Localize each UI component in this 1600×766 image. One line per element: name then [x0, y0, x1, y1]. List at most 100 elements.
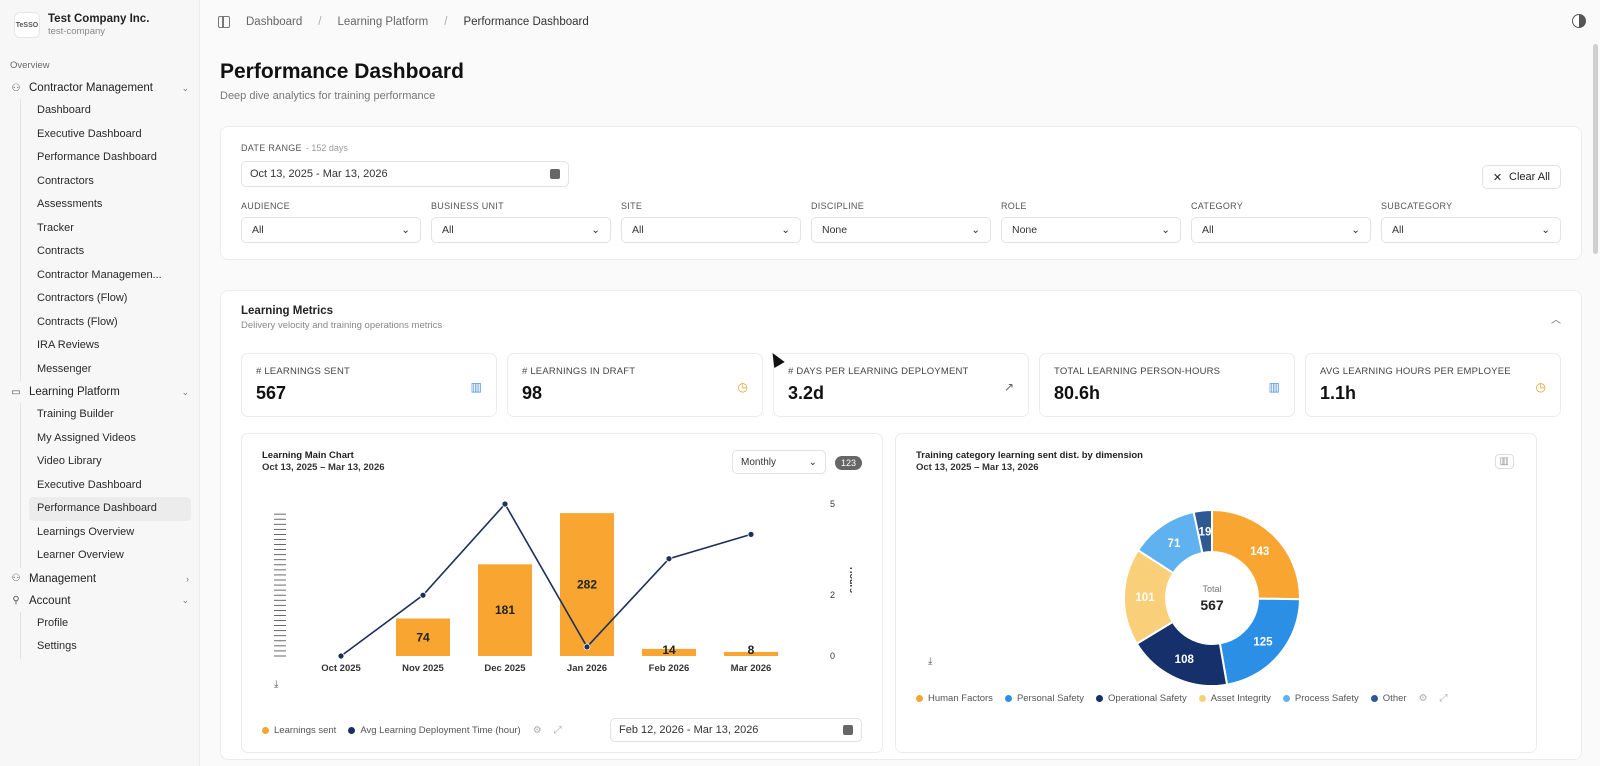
filter-select[interactable]: None ⌄ — [811, 217, 991, 243]
sidebar-item-contracts[interactable]: Contracts — [37, 245, 85, 257]
legend-item[interactable]: Human Factors — [916, 693, 993, 704]
expand-icon[interactable]: ⤢ — [553, 725, 562, 736]
settings-icon[interactable]: ⚙ — [1418, 693, 1428, 704]
sidebar-item-settings[interactable]: Settings — [37, 640, 77, 652]
slice-data-label: 108 — [1175, 654, 1195, 666]
filter-select[interactable]: All ⌄ — [621, 217, 801, 243]
line-point[interactable] — [583, 643, 591, 651]
download-icon[interactable]: ⤓ — [274, 679, 279, 690]
download-icon[interactable]: ⤓ — [928, 656, 933, 667]
clear-all-button[interactable]: ✕ Clear All — [1481, 165, 1561, 189]
main-content: Dashboard / Learning Platform / Performa… — [200, 0, 1600, 766]
bar-learnings-sent[interactable] — [478, 564, 532, 656]
sidebar-item-messenger[interactable]: Messenger — [37, 362, 92, 375]
donut-slice[interactable] — [1192, 508, 1213, 555]
bar-learnings-sent[interactable] — [642, 648, 696, 656]
sidebar-item-contractor-managemen[interactable]: Contractor Managemen... — [37, 268, 162, 281]
line-point[interactable] — [501, 500, 509, 508]
donut-chart-subtitle: Oct 13, 2025 – Mar 13, 2026 — [916, 462, 1039, 473]
filter-role: ROLE None ⌄ — [1001, 201, 1181, 243]
chart-type-icon[interactable]: ▥ — [1494, 454, 1514, 469]
sidebar-group-management[interactable]: ⚇ Management › — [8, 568, 191, 590]
breadcrumb-dashboard[interactable]: Dashboard — [246, 16, 303, 28]
filter-select[interactable]: All ⌄ — [1191, 217, 1371, 243]
sidebar-item-assessments[interactable]: Assessments — [37, 198, 103, 210]
theme-toggle-icon[interactable] — [1572, 14, 1586, 28]
date-range-input[interactable]: Oct 13, 2025 - Mar 13, 2026 — [241, 161, 569, 187]
legend-item[interactable]: Asset Integrity — [1198, 693, 1271, 704]
filter-value: All — [1392, 224, 1404, 236]
chevron-down-icon: ⌄ — [401, 224, 410, 236]
sidebar-item-profile[interactable]: Profile — [37, 616, 69, 629]
legend-item[interactable]: Other — [1370, 693, 1407, 704]
sidebar-item-performance-dashboard[interactable]: Performance Dashboard — [29, 497, 191, 521]
page-scrollbar[interactable] — [1593, 44, 1598, 254]
kpi-label: AVG LEARNING HOURS PER EMPLOYEE — [1320, 366, 1511, 377]
sidebar-item-my-assigned-videos[interactable]: My Assigned Videos — [37, 431, 136, 444]
sidebar-nav: ⚇ Contractor Management ⌄ Dashboard Executiv… — [8, 77, 191, 659]
filter-select[interactable]: None ⌄ — [1001, 217, 1181, 243]
bar-learnings-sent[interactable] — [560, 513, 614, 656]
bar-learnings-sent[interactable] — [724, 651, 778, 656]
sidebar-group-account[interactable]: ⚲ Account ⌄ — [8, 590, 191, 612]
breadcrumb-learning-platform[interactable]: Learning Platform — [337, 16, 429, 28]
kpi-value: 3.2d — [788, 383, 825, 403]
legend-item[interactable]: Personal Safety — [1004, 693, 1084, 704]
sidebar-item-executive-dashboard[interactable]: Executive Dashboard — [37, 127, 142, 140]
kpi-label: # DAYS PER LEARNING DEPLOYMENT — [788, 366, 969, 377]
sidebar-item-contractors[interactable]: Contractors — [37, 174, 94, 187]
sidebar-item-tracker[interactable]: Tracker — [37, 221, 74, 234]
sidebar-item-ira-reviews[interactable]: IRA Reviews — [37, 339, 100, 351]
sidebar-item-contracts-flow[interactable]: Contracts (Flow) — [37, 315, 118, 328]
filter-select[interactable]: All ⌄ — [1381, 217, 1561, 243]
workspace-switcher[interactable]: TeSSO Test Company Inc. test-company — [8, 10, 191, 52]
sidebar-item-performance-dashboard[interactable]: Performance Dashboard — [37, 151, 157, 163]
main-chart-legend: Learnings sent Avg Learning Deployment T… — [262, 725, 562, 736]
clear-all-label: Clear All — [1509, 171, 1550, 183]
bar-learnings-sent[interactable] — [396, 618, 450, 656]
legend-item[interactable]: Process Safety — [1282, 693, 1359, 704]
sidebar-toggle-icon[interactable] — [218, 16, 230, 28]
x-tick-label: Mar 2026 — [731, 663, 772, 674]
filter-select[interactable]: All ⌄ — [241, 217, 421, 243]
sidebar-item-dashboard[interactable]: Dashboard — [37, 104, 91, 116]
filter-value: All — [442, 224, 454, 236]
sidebar-group-learning-platform[interactable]: ▭ Learning Platform ⌄ — [8, 381, 191, 403]
sidebar-group-contractor-management[interactable]: ⚇ Contractor Management ⌄ — [8, 77, 191, 99]
chevron-up-icon[interactable]: ︿ — [1551, 315, 1561, 326]
sidebar-item-contractors-flow[interactable]: Contractors (Flow) — [37, 292, 128, 304]
kpi-row: # LEARNINGS SENT 567 ▥ # LEARNINGS IN DRAFT… — [241, 353, 1561, 417]
kpi-card: # LEARNINGS IN DRAFT 98 ◷ — [507, 353, 763, 417]
legend-avg-deployment-time[interactable]: Avg Learning Deployment Time (hour) — [348, 725, 521, 736]
bar-data-label: 74 — [416, 630, 430, 644]
sidebar-item-learner-overview[interactable]: Learner Overview — [37, 549, 124, 561]
filter-select[interactable]: All ⌄ — [431, 217, 611, 243]
sidebar-item-training-builder[interactable]: Training Builder — [37, 408, 114, 420]
y2-tick-label: 0 — [830, 651, 835, 661]
sidebar-item-learnings-overview[interactable]: Learnings Overview — [37, 525, 135, 538]
chevron-down-icon: ⌄ — [781, 224, 790, 236]
donut-center-label: Total — [1202, 584, 1221, 594]
settings-icon[interactable]: ⚙ — [532, 725, 542, 736]
kpi-value: 567 — [256, 383, 287, 403]
line-point[interactable] — [337, 652, 345, 660]
filter-label: CATEGORY — [1191, 201, 1244, 211]
line-point[interactable] — [747, 531, 755, 538]
filter-selects-row: AUDIENCE All ⌄ BUSINESS UNIT All ⌄ SITE All ⌄ DIS… — [241, 201, 1561, 243]
line-point[interactable] — [419, 591, 427, 599]
chart-range-input[interactable]: Feb 12, 2026 - Mar 13, 2026 — [610, 718, 862, 742]
legend-item[interactable]: Operational Safety — [1096, 693, 1187, 704]
slice-data-label: 19 — [1199, 526, 1212, 538]
line-point[interactable] — [665, 555, 673, 563]
kpi-value: 1.1h — [1320, 383, 1357, 403]
expand-icon[interactable]: ⤢ — [1439, 693, 1448, 704]
main-chart-subtitle: Oct 13, 2025 – Mar 13, 2026 — [262, 462, 385, 473]
clock-icon: ◷ — [1535, 380, 1546, 394]
period-select[interactable]: Monthly ⌄ — [732, 450, 826, 474]
sidebar-item-executive-dashboard[interactable]: Executive Dashboard — [37, 478, 142, 491]
donut-slice[interactable] — [1211, 508, 1301, 601]
legend-learnings-sent[interactable]: Learnings sent — [262, 725, 336, 736]
date-range-label: DATE RANGE - 152 days — [241, 143, 348, 153]
line-avg-deployment-time — [340, 502, 752, 657]
sidebar-item-video-library[interactable]: Video Library — [37, 455, 102, 467]
